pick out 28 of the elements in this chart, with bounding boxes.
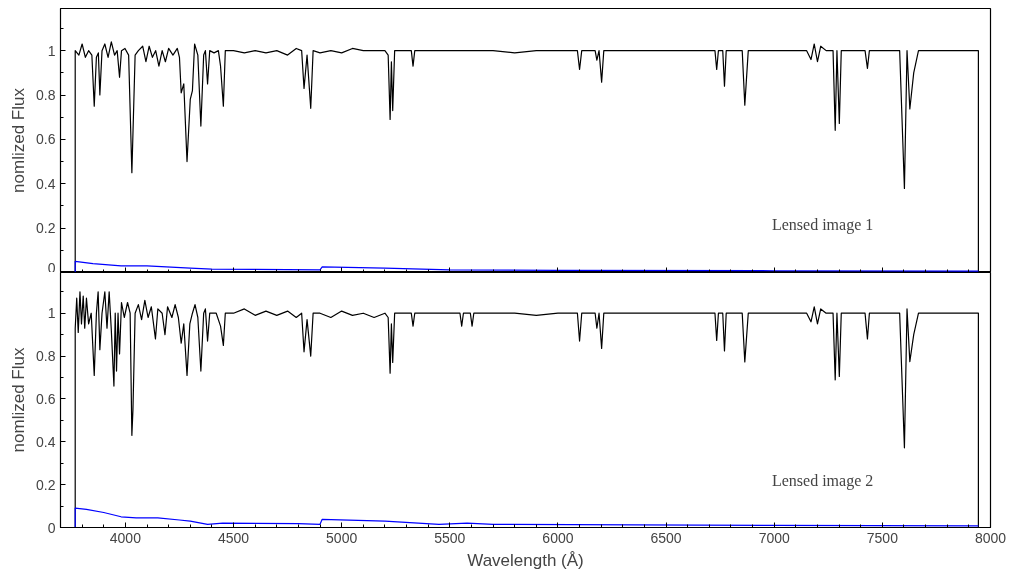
y-tick-label: 0.4 (36, 175, 56, 192)
x-tick-label: 6000 (542, 529, 574, 546)
y-tick-label: 0.8 (36, 348, 56, 365)
y-tick-label: 0.6 (36, 390, 56, 407)
y-tick-label: 1 (47, 305, 56, 322)
line-series (74, 260, 979, 272)
x-tick-label: 4000 (109, 529, 142, 546)
annotation: Lensed image 1 (771, 215, 874, 234)
y-tick-label: 1 (47, 42, 56, 59)
y-axis-title: nomlized Flux (9, 87, 29, 193)
y-axis-title: nomlized Flux (9, 347, 29, 453)
y-tick-label: 0 (47, 519, 56, 536)
y-tick-label: 0.2 (36, 476, 56, 493)
x-axis-title: Wavelength (Å) (467, 550, 584, 570)
x-tick-label: 5000 (326, 529, 358, 546)
x-tick-label: 8000 (974, 529, 1007, 546)
y-tick-label: 0.8 (36, 87, 56, 104)
x-tick-label: 6500 (650, 529, 682, 546)
x-tick-label: 4500 (217, 529, 250, 546)
y-tick-label: 0 (47, 259, 56, 276)
x-tick-label: 7000 (758, 529, 791, 546)
y-tick-label: 0.4 (36, 433, 56, 450)
y-tick-label: 0.6 (36, 131, 56, 148)
line-series (74, 507, 979, 528)
x-tick-label: 7500 (866, 529, 899, 546)
x-tick-label: 5500 (434, 529, 466, 546)
annotation: Lensed image 2 (771, 472, 874, 491)
y-tick-label: 0.2 (36, 220, 56, 237)
